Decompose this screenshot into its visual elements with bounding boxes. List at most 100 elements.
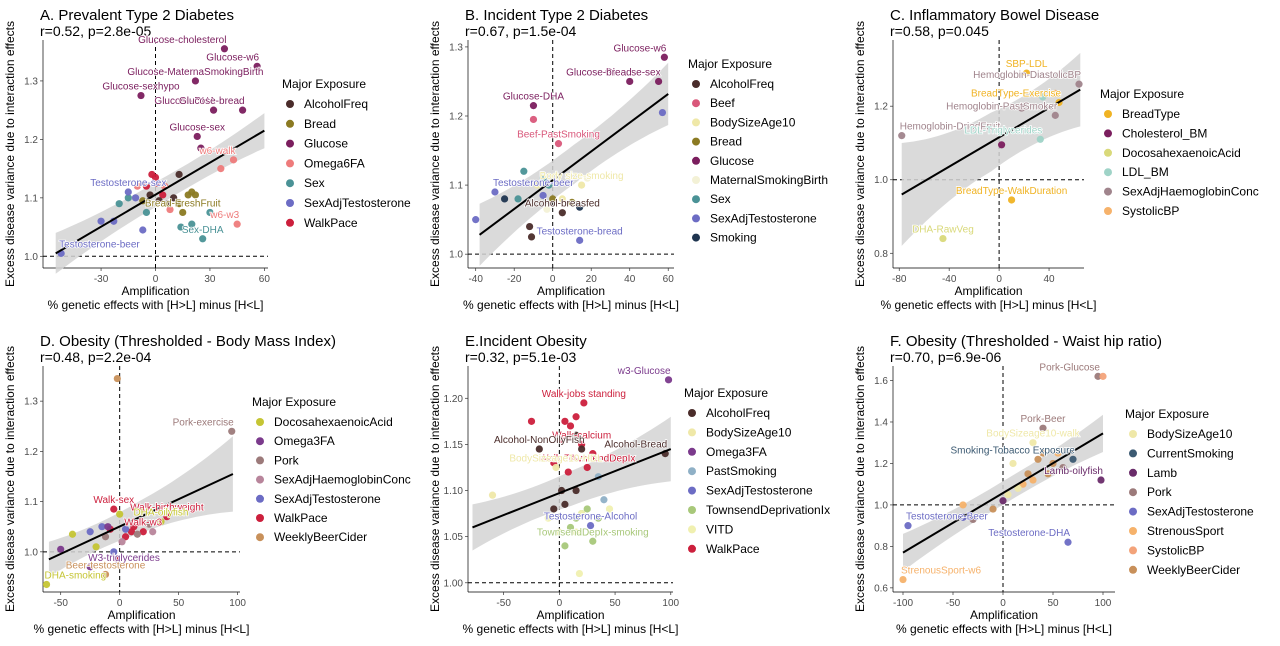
data-point [549, 195, 557, 203]
legend-label: SexAdjHaemoglobinConc [1122, 185, 1259, 199]
chart-title: F. Obesity (Thresholded - Waist hip rati… [890, 333, 1162, 350]
data-point [664, 376, 673, 384]
data-point [137, 91, 145, 100]
y-tick-label: 1.1 [449, 181, 463, 192]
data-point [554, 140, 563, 148]
data-point [130, 523, 138, 531]
point-label: Glucose-w6 [614, 43, 667, 54]
data-point [57, 545, 65, 553]
data-point [1034, 455, 1042, 463]
chart-title: D. Obesity (Thresholded - Body Mass Inde… [40, 333, 336, 350]
data-point [658, 108, 667, 117]
data-point [110, 505, 118, 513]
x-tick-label: -30 [94, 274, 109, 285]
x-axis-sublabel: % genetic effects with [H>L] minus [H<L] [48, 298, 264, 312]
x-axis-label: Amplification [536, 608, 604, 622]
data-point [1039, 449, 1047, 457]
legend-swatch [286, 139, 294, 148]
legend: Major Exposure AlcoholFreq BodySizeAge10 Om… [684, 386, 830, 556]
legend-swatch [1129, 546, 1137, 555]
legend-swatch [688, 486, 696, 495]
point-label: Glucose-sexhypo [102, 82, 180, 93]
legend-label: MaternalSmokingBirth [710, 173, 828, 187]
legend-label: Omega3FA [706, 445, 767, 459]
data-point [124, 194, 132, 202]
data-point [580, 399, 588, 407]
x-tick-label: 0 [153, 274, 159, 285]
data-point [170, 194, 178, 202]
point-label: Bread-FreshFruit [145, 198, 221, 209]
data-point [220, 45, 229, 53]
x-tick-label: 0 [1000, 598, 1006, 609]
legend-swatch [286, 100, 294, 108]
legend-swatch [256, 533, 264, 542]
data-point [155, 197, 163, 205]
point-label: w3-Glucose [617, 366, 671, 377]
y-tick-label: 1.00 [444, 578, 464, 589]
x-tick-label: 60 [663, 274, 675, 285]
data-point [529, 102, 538, 110]
point-label: DHA-RawVeg [912, 225, 974, 236]
data-point [145, 520, 153, 528]
point-label: Glucose-bread [179, 96, 245, 107]
data-point [1004, 490, 1012, 499]
data-point [98, 523, 106, 531]
point-label: Testosterone-Beer [906, 512, 988, 523]
point-label: BreadType-Exercise [971, 89, 1061, 100]
data-point [188, 220, 196, 228]
data-point [131, 194, 140, 202]
y-tick-label: 1.2 [449, 112, 463, 123]
data-point [1024, 470, 1032, 478]
y-tick-label: 1.15 [444, 440, 464, 451]
chart-subtitle: r=0.70, p=6.9e-06 [890, 349, 1002, 365]
chart-title: A. Prevalent Type 2 Diabetes [40, 7, 234, 24]
point-label: Lamb-oilyfish [1044, 466, 1103, 477]
legend-swatch [1129, 488, 1137, 497]
data-point [539, 191, 547, 200]
legend-label: PastSmoking [706, 464, 777, 478]
data-point [1094, 372, 1102, 380]
legend-swatch [286, 119, 294, 128]
legend-label: SexAdjTestosterone [1147, 505, 1254, 519]
legend-label: Omega3FA [274, 434, 335, 448]
data-point [989, 505, 997, 513]
data-point [566, 523, 575, 532]
chart-subtitle: r=0.32, p=5.1e-03 [465, 349, 577, 365]
data-point [86, 563, 94, 571]
point-label: Testosterone-beer [59, 239, 140, 250]
legend-title: Major Exposure [1125, 407, 1209, 421]
y-tick-label: 1.0 [874, 500, 888, 511]
chart-subtitle: r=0.58, p=0.045 [890, 23, 989, 39]
x-tick-label: -100 [893, 598, 913, 609]
point-label: W3-triglycerides [88, 553, 160, 564]
data-point [904, 522, 912, 530]
data-point [233, 220, 241, 228]
data-point [589, 450, 597, 458]
data-point [561, 542, 569, 550]
x-axis-label: Amplification [107, 608, 175, 622]
data-point [660, 53, 668, 61]
legend-label: AlcoholFreq [304, 97, 368, 111]
legend-swatch [692, 99, 700, 108]
data-point [110, 548, 118, 556]
point-label: Walk-TownsendDepIx [539, 453, 635, 464]
data-point [566, 422, 575, 430]
data-point [179, 208, 187, 217]
legend-swatch [256, 475, 264, 484]
legend-swatch [1129, 507, 1137, 516]
point-label: Alcohol-breasfed [525, 199, 600, 210]
x-tick-label: -50 [496, 598, 511, 609]
chart-title: B. Incident Type 2 Diabetes [465, 7, 648, 24]
regression-line [901, 88, 1081, 196]
data-point [1029, 476, 1037, 484]
legend-title: Major Exposure [282, 77, 366, 91]
data-point [199, 235, 207, 243]
legend-swatch [692, 156, 700, 165]
data-point [1036, 135, 1044, 143]
point-label: Sex-DHA [182, 225, 224, 236]
data-point [899, 575, 907, 584]
data-point [1014, 484, 1022, 492]
data-point [1039, 424, 1047, 432]
data-point [133, 182, 141, 190]
data-point [558, 195, 566, 203]
